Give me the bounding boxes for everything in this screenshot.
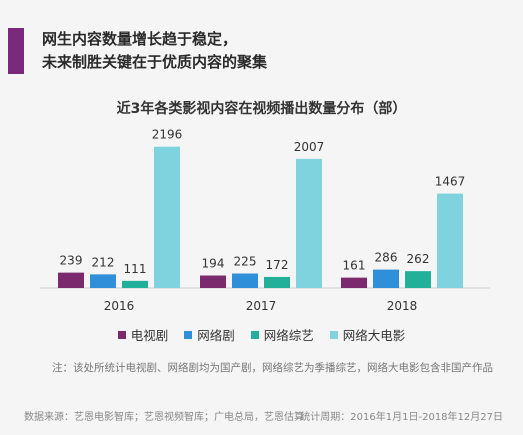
data-label-2016-网络大电影: 2196 bbox=[152, 128, 183, 142]
data-label-2017-电视剧: 194 bbox=[202, 257, 225, 271]
data-label-2018-电视剧: 161 bbox=[343, 259, 366, 273]
legend-label: 网络大电影 bbox=[342, 328, 406, 343]
headline-line-2: 未来制胜关键在于优质内容的聚集 bbox=[42, 53, 268, 71]
legend-label: 网络综艺 bbox=[263, 328, 314, 343]
bar-2017-电视剧 bbox=[200, 275, 226, 288]
legend-swatch bbox=[250, 330, 259, 339]
x-tick-label-2017: 2017 bbox=[246, 299, 277, 313]
legend-label: 电视剧 bbox=[130, 328, 169, 343]
data-label-2016-网络综艺: 111 bbox=[124, 262, 147, 276]
bar-2018-电视剧 bbox=[341, 277, 367, 288]
bar-2016-电视剧 bbox=[58, 272, 84, 288]
bar-2016-网络剧 bbox=[90, 274, 116, 288]
statistics-period: 统计周期：2016年1月1日-2018年12月27日 bbox=[300, 412, 503, 423]
bar-2017-网络综艺 bbox=[264, 276, 290, 288]
data-label-2016-网络剧: 212 bbox=[92, 255, 115, 269]
bar-2017-网络剧 bbox=[232, 273, 258, 288]
data-source: 数据来源：艺恩电影智库；艺恩视频智库；广电总局，艺恩估算 bbox=[24, 412, 304, 423]
chart-note: 注：该处所统计电视剧、网络剧均为国产剧，网络综艺为季播综艺，网络大电影包含非国产… bbox=[52, 362, 493, 374]
legend-item-电视剧: 电视剧 bbox=[117, 325, 169, 344]
x-tick-label-2018: 2018 bbox=[387, 299, 418, 313]
bar-2017-网络大电影 bbox=[296, 158, 322, 288]
legend-swatch bbox=[329, 330, 338, 339]
data-label-2018-网络大电影: 1467 bbox=[435, 175, 466, 189]
legend-item-网络综艺: 网络综艺 bbox=[250, 325, 314, 344]
data-label-2016-电视剧: 239 bbox=[60, 254, 83, 268]
bar-2016-网络大电影 bbox=[154, 146, 180, 288]
bar-2018-网络综艺 bbox=[405, 271, 431, 288]
data-label-2018-网络剧: 286 bbox=[375, 251, 398, 265]
data-label-2017-网络综艺: 172 bbox=[266, 258, 289, 272]
bar-2018-网络大电影 bbox=[437, 193, 463, 288]
x-tick-label-2016: 2016 bbox=[104, 299, 135, 313]
headline: 网生内容数量增长趋于稳定， 未来制胜关键在于优质内容的聚集 bbox=[42, 28, 267, 74]
chart-legend: 电视剧 网络剧 网络综艺 网络大电影 bbox=[0, 325, 523, 344]
legend-swatch bbox=[184, 330, 193, 339]
legend-item-网络大电影: 网络大电影 bbox=[329, 325, 406, 344]
data-label-2017-网络大电影: 2007 bbox=[294, 140, 325, 154]
bar-2016-网络综艺 bbox=[122, 280, 148, 288]
legend-label: 网络剧 bbox=[197, 328, 235, 343]
legend-item-网络剧: 网络剧 bbox=[184, 325, 235, 344]
chart-title: 近3年各类影视内容在视频播出数量分布（部） bbox=[116, 101, 407, 117]
data-label-2017-网络剧: 225 bbox=[234, 255, 257, 269]
data-label-2018-网络综艺: 262 bbox=[407, 252, 430, 266]
bar-2018-网络剧 bbox=[373, 269, 399, 288]
headline-line-1: 网生内容数量增长趋于稳定， bbox=[42, 30, 238, 48]
headline-accent-bar bbox=[8, 28, 24, 74]
legend-swatch bbox=[117, 330, 126, 339]
